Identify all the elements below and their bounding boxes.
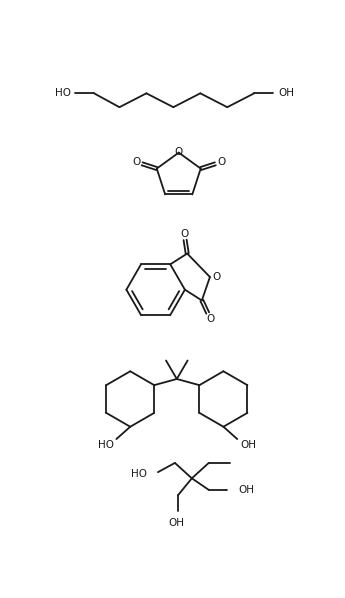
Text: O: O [206, 313, 215, 324]
Text: OH: OH [278, 89, 295, 98]
Text: OH: OH [240, 440, 256, 450]
Text: O: O [175, 147, 183, 157]
Text: HO: HO [131, 469, 147, 479]
Text: OH: OH [168, 518, 185, 527]
Text: HO: HO [55, 89, 71, 98]
Text: O: O [180, 229, 188, 239]
Text: HO: HO [98, 440, 114, 450]
Text: O: O [212, 272, 220, 282]
Text: O: O [132, 157, 140, 167]
Text: O: O [217, 157, 225, 167]
Text: OH: OH [238, 485, 254, 495]
